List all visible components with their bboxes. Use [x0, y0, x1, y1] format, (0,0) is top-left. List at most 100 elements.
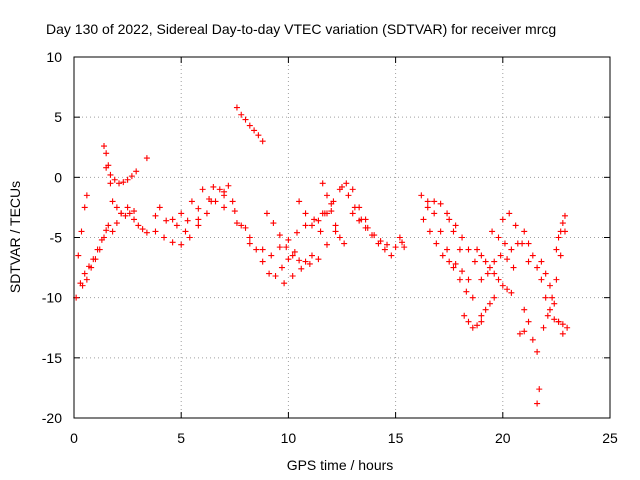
series-arc25 — [418, 192, 476, 301]
data-point — [474, 322, 481, 329]
data-point — [544, 312, 551, 319]
data-point — [107, 180, 114, 187]
data-point — [553, 276, 560, 283]
data-point — [384, 241, 391, 248]
data-point — [111, 176, 118, 183]
data-point — [308, 222, 315, 229]
data-point — [128, 173, 135, 180]
series-arc33 — [489, 228, 528, 253]
data-point — [178, 210, 185, 217]
chart-title: Day 130 of 2022, Sidereal Day-to-day VTE… — [46, 21, 556, 37]
data-point — [399, 239, 406, 246]
x-tick-label: 10 — [281, 430, 297, 446]
data-point — [184, 217, 191, 224]
data-point — [107, 171, 114, 178]
series-arc5 — [103, 164, 140, 187]
data-point — [332, 228, 339, 235]
data-point — [169, 239, 176, 246]
data-point — [79, 282, 86, 289]
data-point — [124, 204, 131, 211]
y-tick-label: -10 — [42, 290, 62, 306]
data-point — [246, 122, 253, 129]
data-point — [504, 256, 511, 263]
y-axis-label: SDTVAR / TECUs — [7, 181, 23, 293]
data-point — [499, 216, 506, 223]
data-point — [238, 222, 245, 229]
data-point — [330, 198, 337, 205]
data-point — [431, 210, 438, 217]
data-point — [118, 210, 125, 217]
series-arc30 — [474, 246, 515, 296]
data-point — [278, 264, 285, 271]
data-point — [169, 216, 176, 223]
data-point — [152, 212, 159, 219]
data-point — [478, 252, 485, 259]
x-tick-label: 0 — [70, 430, 78, 446]
data-point — [156, 204, 163, 211]
data-point — [163, 217, 170, 224]
data-point — [246, 240, 253, 247]
data-point — [315, 256, 322, 263]
data-point — [293, 229, 300, 236]
data-point — [135, 222, 142, 229]
data-point — [482, 306, 489, 313]
data-point — [139, 226, 146, 233]
data-point — [396, 234, 403, 241]
series-arc19 — [317, 180, 369, 235]
data-point — [178, 241, 185, 248]
data-point — [525, 258, 532, 265]
data-point — [534, 264, 541, 271]
data-point — [482, 258, 489, 265]
data-point — [195, 222, 202, 229]
data-point — [525, 318, 532, 325]
data-point — [506, 210, 513, 217]
series-arc12 — [178, 183, 249, 231]
data-point — [508, 246, 515, 253]
data-point — [103, 227, 110, 234]
data-point — [103, 164, 110, 171]
data-point — [126, 210, 133, 217]
data-point — [497, 252, 504, 259]
data-point — [491, 294, 498, 301]
data-point — [345, 192, 352, 199]
data-point — [555, 234, 562, 241]
data-point — [446, 216, 453, 223]
series-arc23 — [332, 228, 348, 247]
data-point — [424, 198, 431, 205]
data-point — [516, 330, 523, 337]
data-point — [495, 276, 502, 283]
data-point — [285, 256, 292, 263]
data-point — [452, 260, 459, 267]
series-arc36 — [525, 240, 545, 283]
data-point — [339, 183, 345, 190]
data-point — [446, 258, 453, 265]
x-tick-label: 5 — [177, 430, 185, 446]
data-point — [478, 276, 485, 283]
data-point — [519, 240, 526, 247]
data-point — [343, 180, 350, 187]
data-point — [302, 210, 309, 217]
data-point — [491, 258, 498, 265]
data-point — [332, 222, 339, 229]
data-point — [418, 192, 425, 199]
series-arc15 — [263, 210, 315, 265]
data-point — [270, 220, 277, 227]
data-point — [559, 330, 566, 337]
data-point — [450, 228, 457, 235]
data-point — [131, 208, 138, 215]
data-point — [302, 222, 309, 229]
data-point — [546, 306, 553, 313]
data-point — [521, 306, 528, 313]
x-axis-label: GPS time / hours — [287, 457, 394, 473]
data-point — [564, 324, 571, 331]
data-point — [529, 252, 536, 259]
data-point — [203, 210, 210, 217]
data-point — [559, 220, 566, 227]
series-arc21 — [339, 183, 399, 251]
series-arc42 — [516, 328, 528, 337]
y-tick-label: 0 — [54, 169, 62, 185]
series-arc24 — [396, 234, 408, 251]
data-point — [199, 186, 206, 193]
data-point — [281, 280, 288, 287]
